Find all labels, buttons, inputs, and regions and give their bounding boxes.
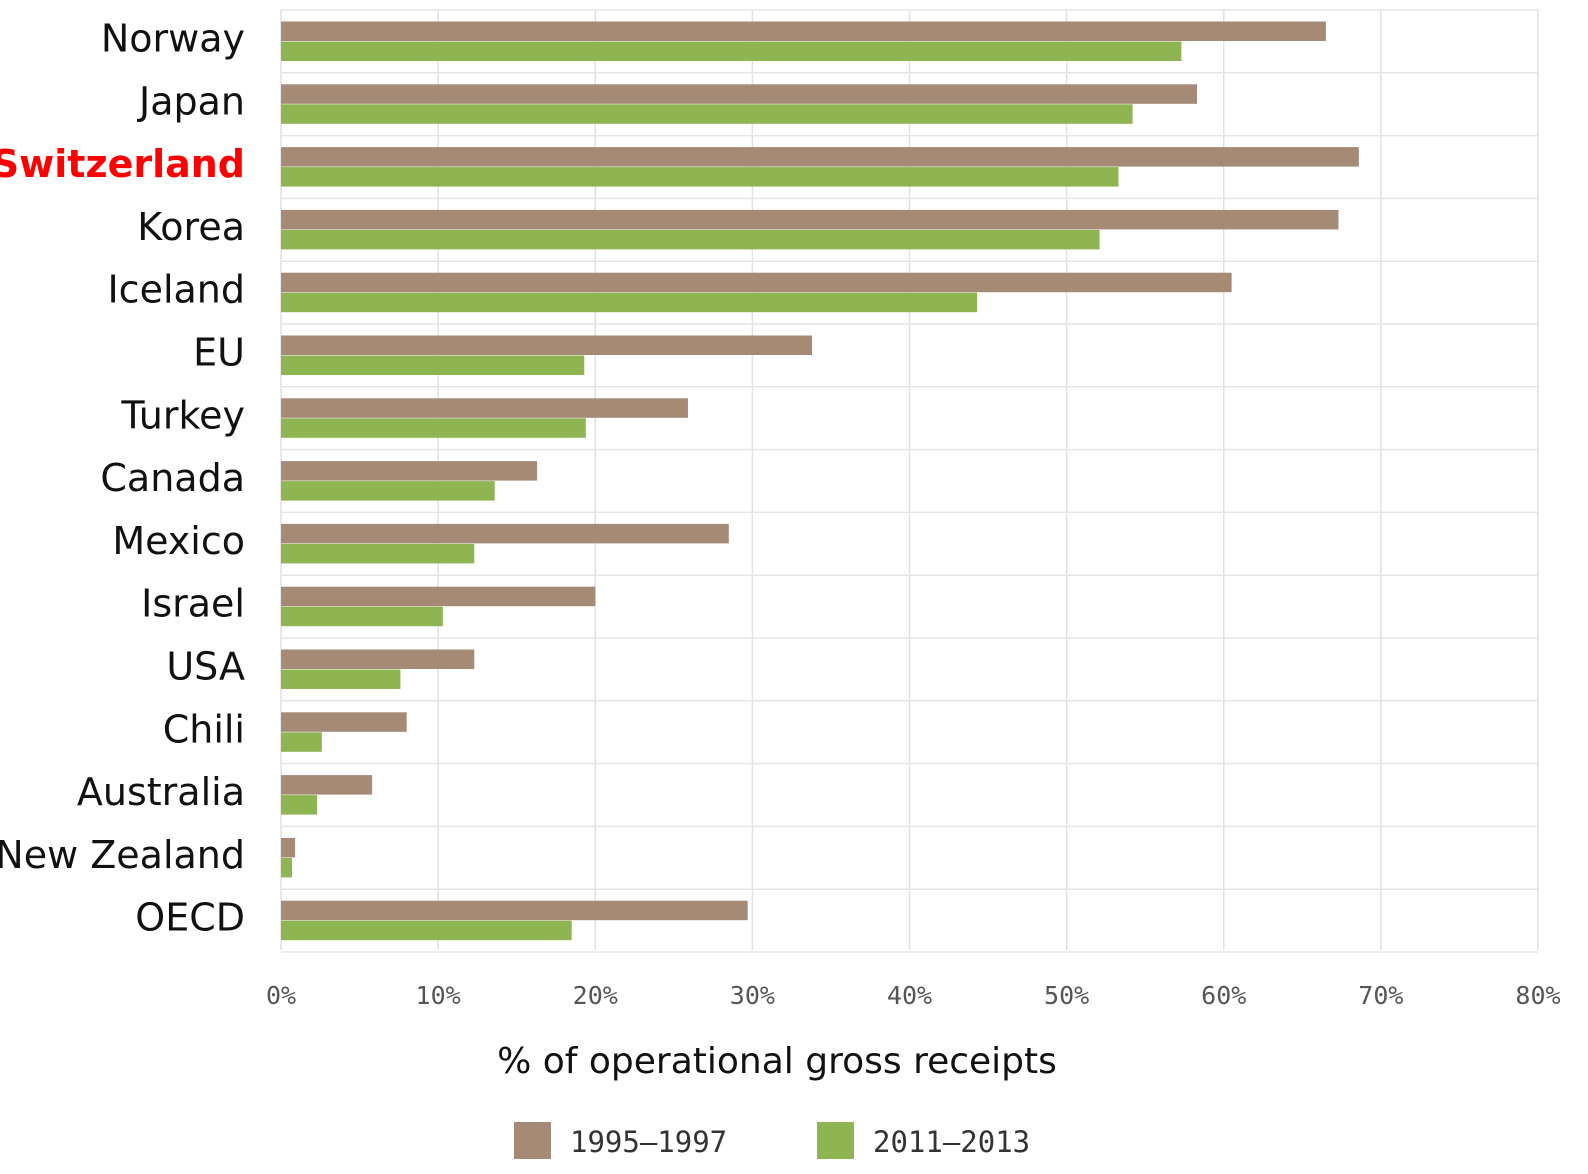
x-tick-label: 10% xyxy=(416,981,461,1010)
category-label-canada: Canada xyxy=(100,456,245,500)
bar-oecd-2011-2013 xyxy=(281,920,572,941)
legend-label: 1995–1997 xyxy=(570,1125,727,1159)
category-label-australia: Australia xyxy=(77,770,245,814)
bar-eu-1995-1997 xyxy=(281,335,813,355)
bar-korea-2011-2013 xyxy=(281,229,1100,250)
category-label-mexico: Mexico xyxy=(112,519,245,563)
bar-usa-2011-2013 xyxy=(281,669,401,689)
legend-swatch xyxy=(514,1122,551,1159)
bar-usa-1995-1997 xyxy=(281,649,475,669)
x-tick-label: 0% xyxy=(266,981,296,1010)
bar-eu-2011-2013 xyxy=(281,355,585,375)
x-tick-label: 70% xyxy=(1358,981,1403,1010)
category-label-turkey: Turkey xyxy=(120,393,245,437)
bar-mexico-2011-2013 xyxy=(281,543,475,564)
bar-canada-2011-2013 xyxy=(281,481,495,501)
bar-australia-1995-1997 xyxy=(281,775,373,795)
category-label-new-zealand: New Zealand xyxy=(0,833,245,877)
x-tick-label: 40% xyxy=(887,981,932,1010)
grid-layer xyxy=(280,9,1539,953)
bar-iceland-1995-1997 xyxy=(281,272,1232,293)
category-label-norway: Norway xyxy=(101,17,245,61)
bar-australia-2011-2013 xyxy=(281,795,318,815)
x-tick-label: 80% xyxy=(1515,981,1560,1010)
bar-switzerland-1995-1997 xyxy=(281,147,1359,167)
bar-norway-2011-2013 xyxy=(281,41,1182,61)
bar-norway-1995-1997 xyxy=(281,21,1326,41)
category-label-japan: Japan xyxy=(137,79,245,123)
category-label-israel: Israel xyxy=(141,582,245,626)
x-axis-title: % of operational gross receipts xyxy=(497,1041,1057,1082)
x-tick-label: 60% xyxy=(1201,981,1246,1010)
bar-japan-2011-2013 xyxy=(281,104,1133,124)
bar-new-zealand-2011-2013 xyxy=(281,857,292,878)
legend-item-1995-1997: 1995–1997 xyxy=(514,1122,727,1159)
bar-chili-1995-1997 xyxy=(281,712,407,732)
bar-japan-1995-1997 xyxy=(281,84,1198,104)
category-label-iceland: Iceland xyxy=(107,268,245,312)
bar-new-zealand-1995-1997 xyxy=(281,837,296,858)
bar-israel-2011-2013 xyxy=(281,606,443,627)
bar-israel-1995-1997 xyxy=(281,586,596,607)
category-label-eu: EU xyxy=(193,331,245,375)
bars-layer xyxy=(281,21,1359,941)
category-labels: Norway Japan Switzerland Korea Iceland EU Turk… xyxy=(0,17,245,940)
legend-item-2011-2013: 2011–2013 xyxy=(817,1122,1030,1159)
category-label-chili: Chili xyxy=(163,707,245,751)
legend-label: 2011–2013 xyxy=(873,1125,1030,1159)
bar-korea-1995-1997 xyxy=(281,209,1339,230)
bar-chili-2011-2013 xyxy=(281,732,322,752)
category-label-switzerland: Switzerland xyxy=(0,142,245,186)
legend: 1995–1997 2011–2013 xyxy=(514,1122,1030,1159)
bar-switzerland-2011-2013 xyxy=(281,167,1119,187)
bar-turkey-1995-1997 xyxy=(281,398,688,418)
legend-swatch xyxy=(817,1122,854,1159)
category-label-usa: USA xyxy=(166,645,245,689)
bar-oecd-1995-1997 xyxy=(281,900,748,921)
x-tick-label: 30% xyxy=(730,981,775,1010)
category-label-oecd: OECD xyxy=(135,896,245,940)
category-label-korea: Korea xyxy=(137,205,245,249)
x-tick-label: 20% xyxy=(573,981,618,1010)
bar-canada-1995-1997 xyxy=(281,461,538,481)
x-tick-labels: 0% 10% 20% 30% 40% 50% 60% 70% 80% xyxy=(266,981,1561,1010)
bar-iceland-2011-2013 xyxy=(281,292,978,313)
bar-mexico-1995-1997 xyxy=(281,523,729,544)
x-tick-label: 50% xyxy=(1044,981,1089,1010)
bar-turkey-2011-2013 xyxy=(281,418,586,438)
